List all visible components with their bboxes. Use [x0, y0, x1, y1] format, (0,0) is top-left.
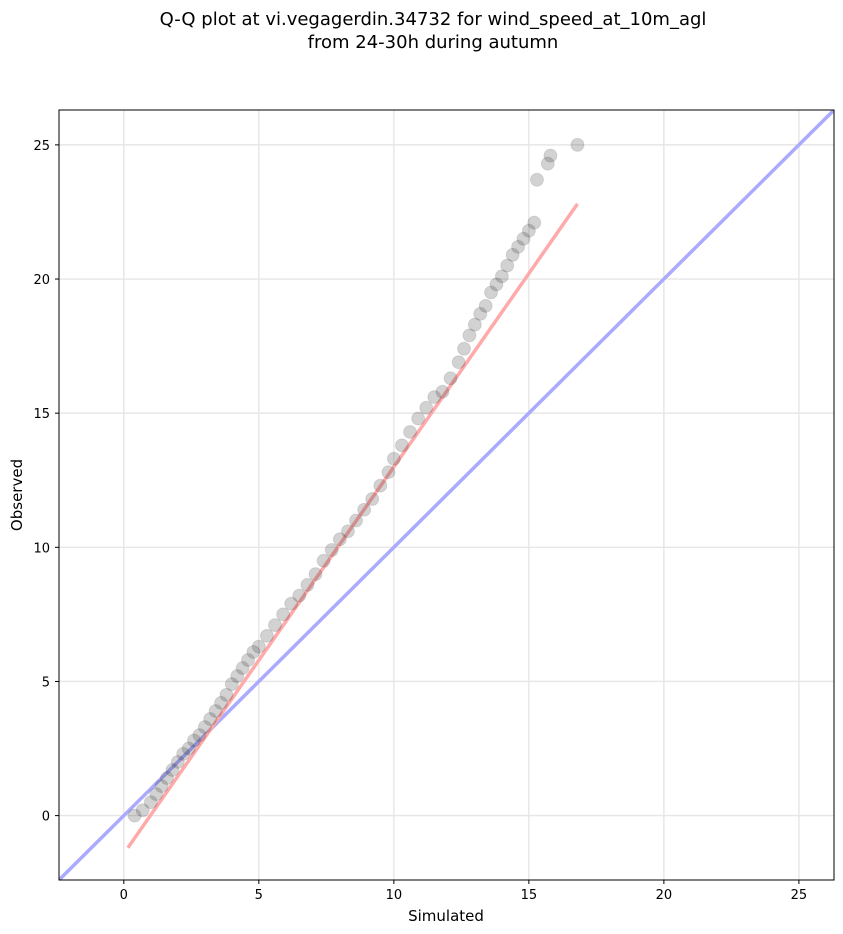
- y-tick-label: 10: [33, 541, 50, 556]
- chart-title-line-2: from 24-30h during autumn: [307, 32, 559, 53]
- data-point: [208, 703, 223, 718]
- grid: [59, 110, 834, 880]
- data-point: [489, 277, 504, 292]
- reference-lines: [59, 110, 834, 880]
- data-point: [224, 677, 239, 692]
- y-tick-label: 15: [33, 407, 50, 422]
- data-point: [259, 628, 274, 643]
- x-tick-label: 15: [521, 888, 538, 903]
- data-point: [324, 543, 339, 557]
- fit-line: [126, 202, 579, 849]
- data-point: [340, 524, 355, 539]
- data-point: [411, 411, 426, 426]
- data-point: [451, 355, 466, 370]
- data-point: [540, 156, 555, 171]
- data-point: [511, 239, 526, 254]
- y-tick-label: 25: [33, 139, 50, 154]
- data-point: [127, 808, 142, 823]
- y-axis-label: Observed: [8, 459, 26, 531]
- data-point: [478, 298, 493, 313]
- scatter-points: [127, 137, 585, 823]
- data-point: [268, 618, 283, 633]
- identity-line: [59, 110, 834, 880]
- data-point: [332, 532, 347, 547]
- data-point: [316, 553, 331, 568]
- chart-title: Q-Q plot at vi.vegagerdin.34732 for wind…: [0, 8, 843, 54]
- data-point: [165, 763, 180, 777]
- data-point: [462, 328, 477, 343]
- y-tick-label: 5: [42, 675, 50, 690]
- x-tick-label: 20: [656, 888, 673, 903]
- data-point: [381, 465, 396, 480]
- data-point: [300, 577, 315, 592]
- data-point: [473, 306, 488, 321]
- data-point: [197, 720, 212, 735]
- data-point: [427, 390, 442, 405]
- data-point: [214, 695, 229, 710]
- data-point: [149, 787, 164, 802]
- data-point: [135, 803, 150, 818]
- x-tick-label: 25: [791, 888, 808, 903]
- data-point: [467, 317, 482, 332]
- data-point: [394, 438, 409, 453]
- data-point: [203, 712, 218, 727]
- data-point: [235, 661, 250, 676]
- data-point: [276, 607, 291, 622]
- data-point: [349, 513, 364, 528]
- data-point: [154, 779, 169, 794]
- data-point: [516, 231, 531, 246]
- data-point: [365, 492, 380, 507]
- y-tick-label: 20: [33, 273, 50, 288]
- data-point: [181, 741, 196, 756]
- data-point: [284, 596, 299, 611]
- data-point: [500, 258, 515, 273]
- data-point: [403, 424, 418, 439]
- data-point: [484, 285, 499, 300]
- data-point: [230, 669, 245, 684]
- data-point: [143, 795, 158, 810]
- data-point: [457, 341, 472, 356]
- data-point: [292, 588, 307, 603]
- data-point: [170, 754, 185, 769]
- data-point: [386, 451, 401, 466]
- data-point: [494, 269, 509, 284]
- x-tick-label: 5: [255, 888, 263, 903]
- data-point: [435, 384, 450, 399]
- data-point: [219, 687, 234, 702]
- data-point: [443, 371, 458, 386]
- data-point: [187, 733, 202, 748]
- data-point: [251, 639, 266, 654]
- data-point: [373, 478, 388, 493]
- data-point: [521, 223, 536, 238]
- data-point: [419, 400, 434, 415]
- x-tick-label: 0: [120, 888, 128, 903]
- data-point: [308, 567, 323, 582]
- y-tick-label: 0: [42, 810, 50, 825]
- data-point: [192, 728, 207, 743]
- x-tick-label: 10: [386, 888, 403, 903]
- data-point: [246, 644, 261, 659]
- chart-title-line-1: Q-Q plot at vi.vegagerdin.34732 for wind…: [159, 9, 707, 30]
- data-point: [527, 215, 542, 230]
- data-point: [505, 247, 520, 262]
- axis-ticks: 0 5 10 15 20 25 0 5 10 15 20 25: [33, 139, 807, 903]
- data-point: [176, 746, 191, 761]
- data-point: [357, 502, 372, 517]
- data-point: [160, 771, 175, 786]
- data-point: [241, 653, 256, 667]
- x-axis-label: Simulated: [408, 907, 484, 925]
- data-point: [570, 137, 585, 152]
- data-point: [543, 148, 558, 163]
- plot-frame: [58, 109, 835, 881]
- data-point: [529, 172, 544, 187]
